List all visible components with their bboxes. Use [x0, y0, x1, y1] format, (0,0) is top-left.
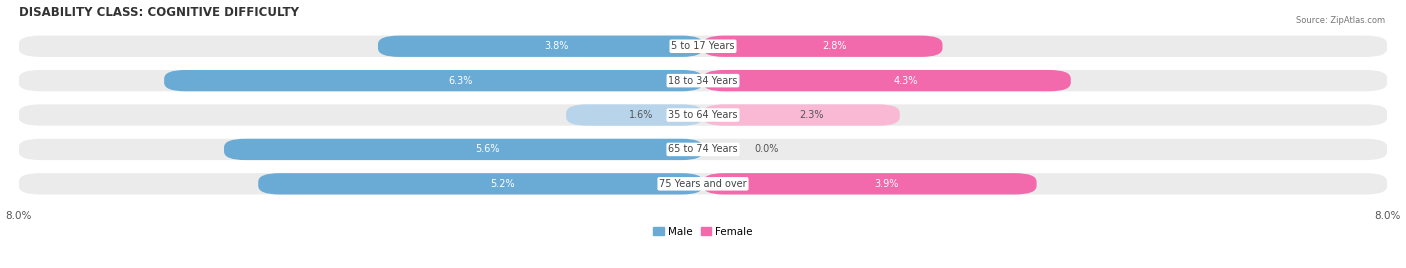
- Text: 4.3%: 4.3%: [893, 76, 918, 86]
- FancyBboxPatch shape: [18, 70, 1388, 91]
- Text: DISABILITY CLASS: COGNITIVE DIFFICULTY: DISABILITY CLASS: COGNITIVE DIFFICULTY: [18, 6, 298, 18]
- Text: 65 to 74 Years: 65 to 74 Years: [668, 144, 738, 154]
- FancyBboxPatch shape: [703, 70, 1071, 91]
- Text: 5 to 17 Years: 5 to 17 Years: [671, 41, 735, 51]
- Text: 2.3%: 2.3%: [799, 110, 824, 120]
- Text: 5.6%: 5.6%: [475, 144, 499, 154]
- FancyBboxPatch shape: [165, 70, 703, 91]
- Text: 75 Years and over: 75 Years and over: [659, 179, 747, 189]
- Text: 3.9%: 3.9%: [875, 179, 898, 189]
- FancyBboxPatch shape: [18, 173, 1388, 195]
- Text: 35 to 64 Years: 35 to 64 Years: [668, 110, 738, 120]
- Text: 0.0%: 0.0%: [755, 144, 779, 154]
- FancyBboxPatch shape: [259, 173, 703, 195]
- FancyBboxPatch shape: [703, 173, 1036, 195]
- Legend: Male, Female: Male, Female: [650, 223, 756, 241]
- Text: 6.3%: 6.3%: [449, 76, 472, 86]
- FancyBboxPatch shape: [18, 36, 1388, 57]
- FancyBboxPatch shape: [567, 104, 703, 126]
- FancyBboxPatch shape: [224, 139, 703, 160]
- Text: 1.6%: 1.6%: [630, 110, 654, 120]
- Text: 3.8%: 3.8%: [544, 41, 569, 51]
- Text: 5.2%: 5.2%: [491, 179, 515, 189]
- FancyBboxPatch shape: [378, 36, 703, 57]
- FancyBboxPatch shape: [703, 104, 900, 126]
- Text: 2.8%: 2.8%: [823, 41, 846, 51]
- FancyBboxPatch shape: [18, 139, 1388, 160]
- Text: 18 to 34 Years: 18 to 34 Years: [668, 76, 738, 86]
- FancyBboxPatch shape: [703, 36, 942, 57]
- FancyBboxPatch shape: [18, 104, 1388, 126]
- Text: Source: ZipAtlas.com: Source: ZipAtlas.com: [1296, 16, 1385, 25]
